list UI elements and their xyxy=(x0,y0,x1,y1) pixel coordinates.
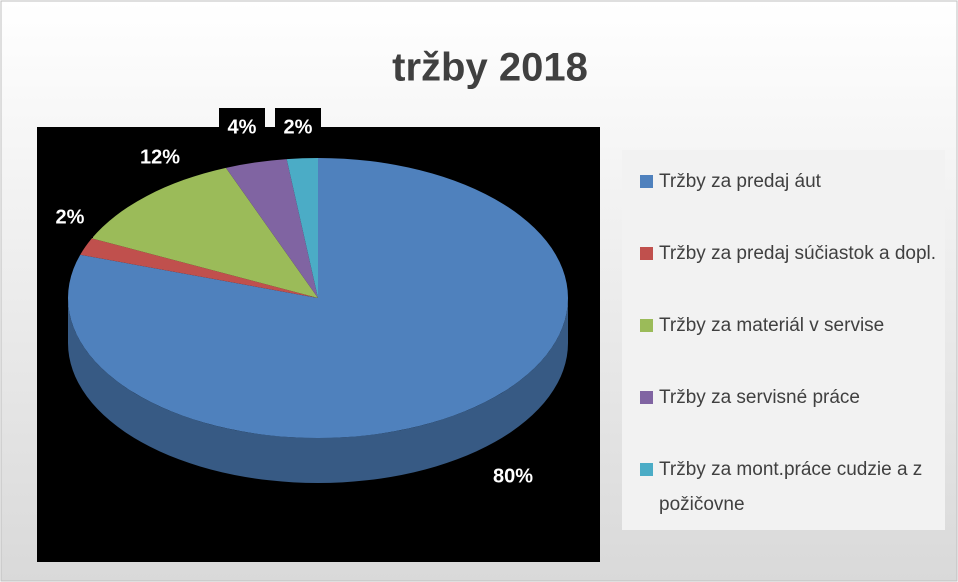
legend-swatch xyxy=(640,247,653,260)
data-label-box xyxy=(484,457,542,497)
legend-item: Tržby za materiál v servise xyxy=(640,308,945,380)
data-label-box xyxy=(275,108,321,148)
legend-label: Tržby za predaj áut xyxy=(659,171,821,192)
legend-label: Tržby za servisné práce xyxy=(659,387,860,408)
legend-item: Tržby za servisné práce xyxy=(640,380,945,452)
pie-slice xyxy=(225,159,318,298)
pie-slice xyxy=(80,238,318,298)
legend-label: Tržby za mont.práce cudzie a z požičovne xyxy=(659,459,923,515)
pie-slice xyxy=(91,167,318,298)
legend-item: Tržby za mont.práce cudzie a z požičovne xyxy=(640,452,945,524)
legend-swatch xyxy=(640,463,653,476)
data-label: 2% xyxy=(284,116,313,138)
legend-label: Tržby za predaj súčiastok a dopl. xyxy=(659,243,937,264)
legend: Tržby za predaj áut Tržby za predaj súčia… xyxy=(622,150,945,530)
data-label: 80% xyxy=(493,465,533,487)
data-label: 4% xyxy=(228,116,257,138)
legend-item: Tržby za predaj áut xyxy=(640,164,945,236)
data-label-box xyxy=(219,108,265,148)
data-label-box xyxy=(47,198,93,238)
legend-swatch xyxy=(640,175,653,188)
legend-label: Tržby za materiál v servise xyxy=(659,315,885,336)
pie-slice xyxy=(286,158,318,298)
data-label: 2% xyxy=(56,206,85,228)
data-label: 12% xyxy=(140,146,180,168)
legend-swatch xyxy=(640,319,653,332)
legend-item: Tržby za predaj súčiastok a dopl. xyxy=(640,236,945,308)
data-label-box xyxy=(131,138,189,178)
legend-swatch xyxy=(640,391,653,404)
pie-side xyxy=(68,298,568,483)
chart-title: tržby 2018 xyxy=(392,46,588,90)
